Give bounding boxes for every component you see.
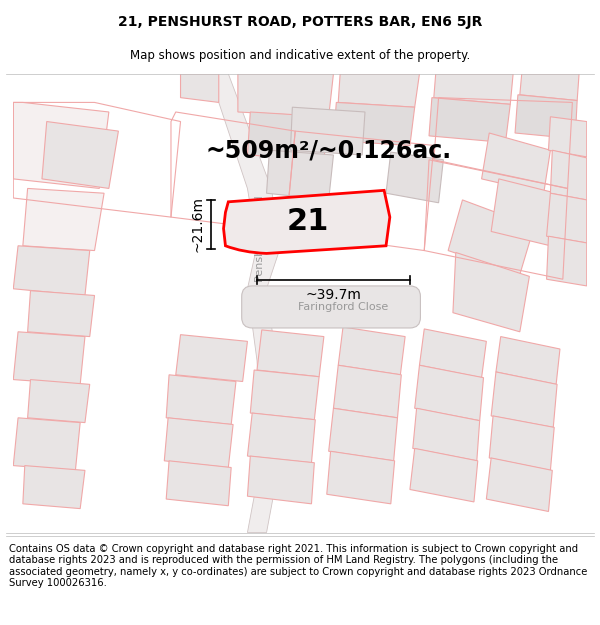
- Polygon shape: [413, 408, 479, 461]
- Polygon shape: [547, 236, 587, 286]
- Polygon shape: [386, 152, 443, 202]
- Polygon shape: [489, 416, 554, 471]
- Polygon shape: [42, 121, 118, 189]
- Polygon shape: [338, 327, 405, 375]
- Polygon shape: [250, 370, 319, 420]
- Polygon shape: [327, 451, 395, 504]
- Polygon shape: [266, 150, 334, 200]
- Polygon shape: [448, 200, 534, 274]
- Polygon shape: [338, 74, 419, 108]
- Polygon shape: [496, 337, 560, 384]
- Polygon shape: [334, 365, 401, 418]
- Polygon shape: [550, 150, 587, 200]
- Polygon shape: [13, 102, 109, 189]
- Polygon shape: [429, 98, 510, 142]
- Polygon shape: [247, 413, 315, 462]
- Polygon shape: [419, 329, 487, 378]
- Text: ~21.6m: ~21.6m: [191, 196, 205, 252]
- Polygon shape: [164, 418, 233, 468]
- Text: ~39.7m: ~39.7m: [305, 289, 361, 302]
- Polygon shape: [28, 291, 95, 337]
- Text: Faringford Close: Faringford Close: [298, 302, 388, 312]
- Polygon shape: [13, 332, 85, 384]
- Polygon shape: [491, 179, 556, 246]
- Polygon shape: [28, 379, 90, 423]
- FancyBboxPatch shape: [242, 286, 421, 328]
- Polygon shape: [487, 458, 553, 511]
- Text: ~509m²/~0.126ac.: ~509m²/~0.126ac.: [206, 138, 452, 162]
- Polygon shape: [238, 74, 334, 117]
- Polygon shape: [205, 74, 281, 289]
- Polygon shape: [334, 102, 415, 146]
- Polygon shape: [257, 330, 324, 377]
- Polygon shape: [247, 112, 329, 160]
- Polygon shape: [482, 133, 550, 193]
- Polygon shape: [13, 418, 80, 471]
- Text: Penshurst Road: Penshurst Road: [255, 196, 265, 282]
- Polygon shape: [415, 365, 484, 421]
- Polygon shape: [176, 334, 247, 381]
- Text: 21: 21: [286, 208, 329, 236]
- Polygon shape: [23, 466, 85, 509]
- Polygon shape: [290, 107, 365, 155]
- Polygon shape: [247, 289, 281, 532]
- Text: 21, PENSHURST ROAD, POTTERS BAR, EN6 5JR: 21, PENSHURST ROAD, POTTERS BAR, EN6 5JR: [118, 15, 482, 29]
- Text: Contains OS data © Crown copyright and database right 2021. This information is : Contains OS data © Crown copyright and d…: [9, 544, 587, 588]
- Polygon shape: [547, 193, 587, 243]
- Polygon shape: [515, 95, 577, 139]
- PathPatch shape: [224, 191, 390, 253]
- Polygon shape: [453, 253, 529, 332]
- Polygon shape: [166, 461, 231, 506]
- Polygon shape: [166, 375, 236, 424]
- Polygon shape: [23, 189, 104, 251]
- Polygon shape: [491, 372, 557, 428]
- Polygon shape: [548, 117, 587, 157]
- Text: Map shows position and indicative extent of the property.: Map shows position and indicative extent…: [130, 49, 470, 62]
- Polygon shape: [410, 448, 478, 502]
- Polygon shape: [434, 74, 513, 104]
- Polygon shape: [181, 74, 219, 102]
- Polygon shape: [13, 246, 90, 296]
- Polygon shape: [520, 74, 579, 101]
- Polygon shape: [247, 456, 314, 504]
- Polygon shape: [329, 408, 397, 461]
